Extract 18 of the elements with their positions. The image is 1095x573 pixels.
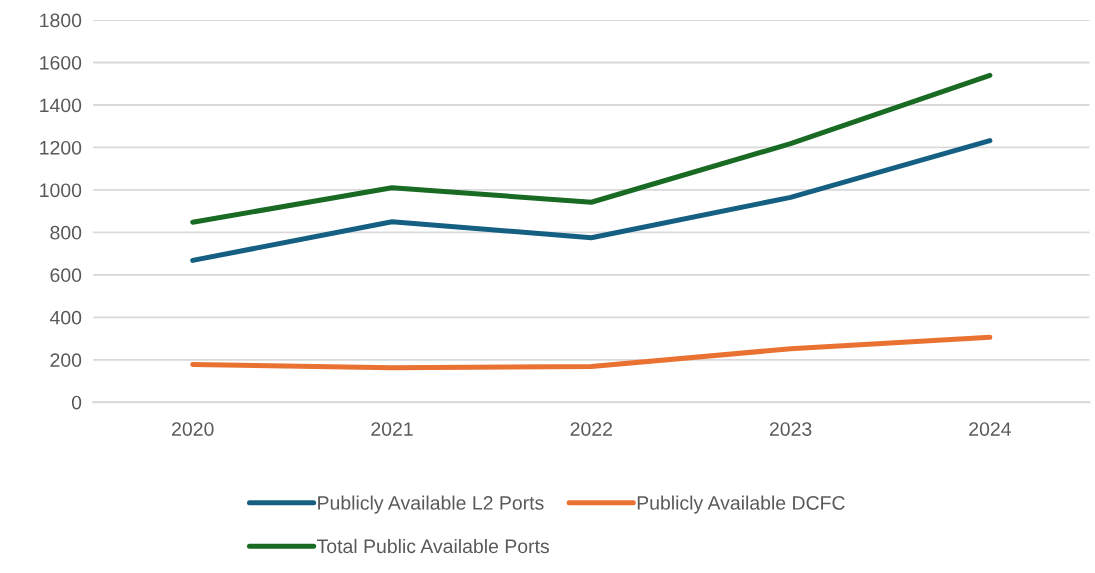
y-tick-label: 1800 [40,13,82,28]
legend-label: Publicly Available L2 Ports [318,495,544,514]
y-tick-label: 600 [50,268,82,283]
x-tick-label: 2023 [769,422,812,436]
legend-label: Total Public Available Ports [317,538,549,554]
legend-label: Publicly Available DCFC [637,495,845,514]
y-tick-label: 200 [50,353,82,368]
x-tick-label: 2020 [172,422,214,436]
y-tick-label: 1000 [40,183,82,198]
x-tick-label: 2022 [570,422,612,436]
y-tick-label: 1400 [40,98,82,113]
y-tick-label: 0 [71,395,82,410]
y-tick-label: 1200 [40,140,82,155]
x-tick-label: 2024 [969,422,1011,436]
x-tick-label: 2021 [371,422,413,436]
y-tick-label: 400 [49,310,82,325]
y-tick-label: 800 [50,225,82,240]
y-tick-label: 1600 [40,55,82,70]
